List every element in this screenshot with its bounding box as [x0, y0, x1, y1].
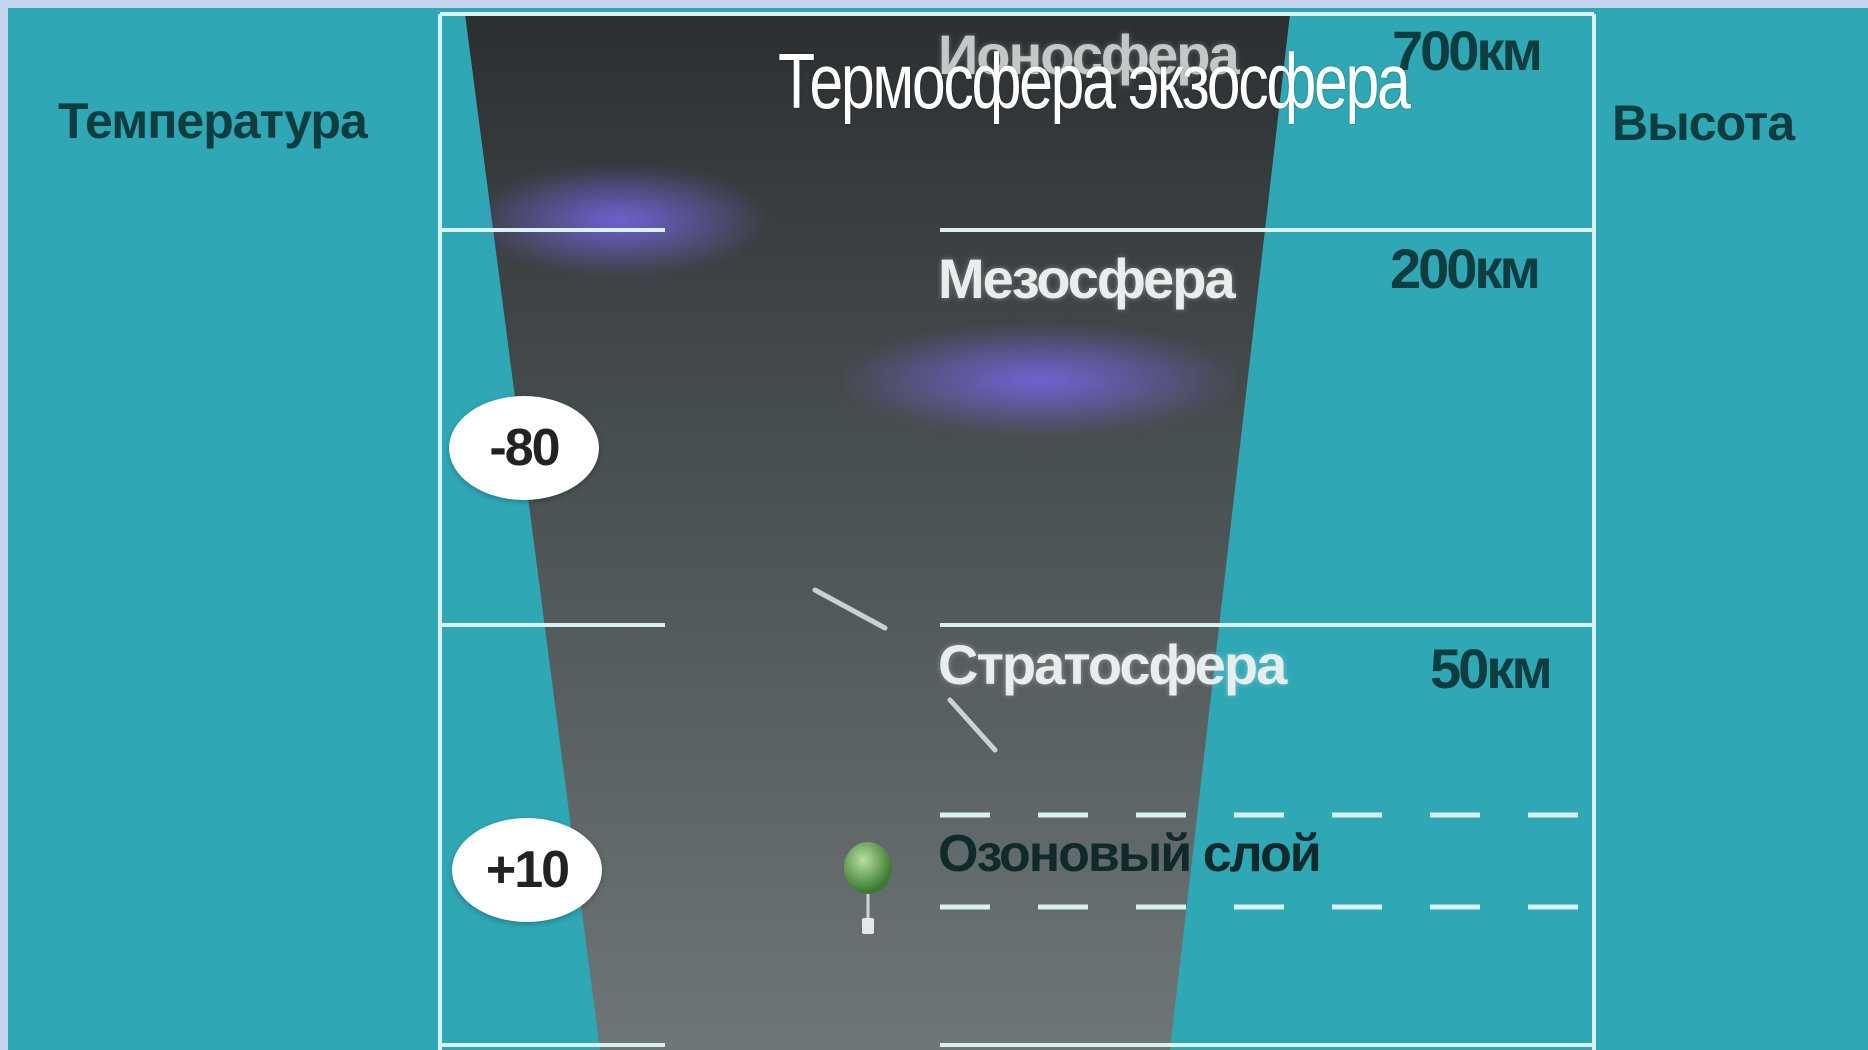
meteor-streak-2: [947, 697, 998, 753]
atmosphere-column: [465, 14, 1290, 1050]
altitude-200: 200км: [1390, 237, 1541, 300]
layer-name-mesosphere: Мезосфера: [938, 247, 1236, 310]
temperature-axis-label: Температура: [58, 93, 368, 149]
layer-name-ozone: Озоновый слой: [938, 825, 1322, 883]
overlay-title: Термосфера экзосфера: [778, 37, 1411, 125]
temperature-badge-plus10: +10: [452, 818, 602, 922]
balloon-icon: [844, 842, 892, 934]
altitude-axis-label: Высота: [1612, 95, 1795, 151]
layer-name-stratosphere: Стратосфера: [938, 633, 1287, 696]
frame-top: [0, 0, 1868, 8]
aurora-upper: [470, 165, 770, 275]
meteor-streak-1: [812, 587, 888, 631]
temperature-badge-minus80: -80: [449, 396, 599, 500]
aurora-lower: [840, 325, 1240, 435]
altitude-50: 50км: [1430, 637, 1553, 700]
frame-left: [0, 0, 8, 1050]
altitude-700: 700км: [1392, 19, 1543, 82]
layer-name-ionosphere: Ионосфера: [938, 23, 1240, 86]
